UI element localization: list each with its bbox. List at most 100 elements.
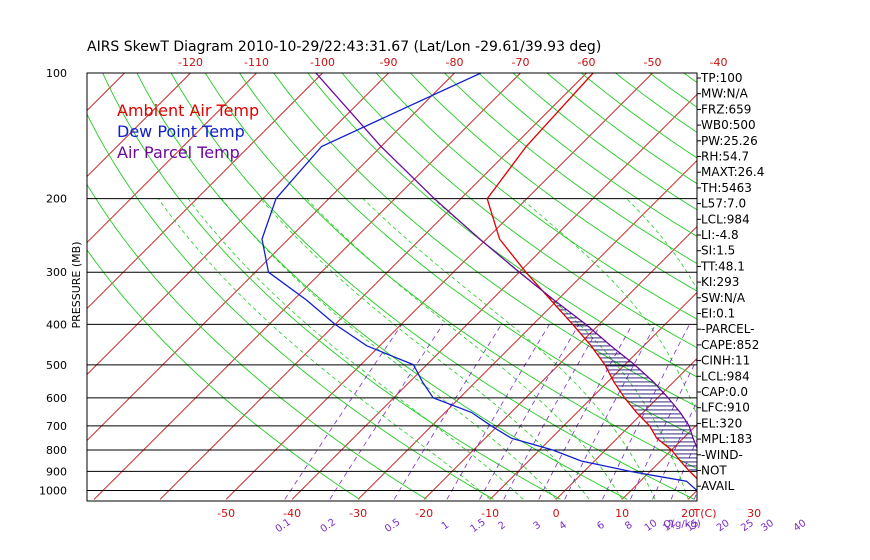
moist-adiabat-line: [221, 198, 557, 500]
mixing-ratio-tick-label: 40: [792, 518, 809, 534]
mixing-ratio-line: [538, 324, 633, 500]
pressure-tick-label: 600: [46, 392, 67, 405]
sidebar-value: -WIND-: [701, 448, 743, 462]
series-line: [261, 73, 697, 491]
dry-adiabat-line: [786, 73, 870, 499]
sidebar-value: WB0:500: [701, 118, 756, 132]
y-axis-label: PRESSURE (MB): [70, 242, 83, 329]
mixing-ratio-line: [630, 358, 697, 500]
sidebar-value: CAP:0.0: [701, 385, 748, 399]
bottom-temp-tick-label: -10: [481, 507, 499, 520]
sidebar-value: CINH:11: [701, 354, 750, 368]
pressure-tick-label: 500: [46, 359, 67, 372]
pressure-tick-label: 800: [46, 444, 67, 457]
mixing-ratio-tick-label: 0.5: [383, 517, 402, 535]
bottom-temp-unit-label: T(C): [693, 507, 717, 520]
isotherm-line: [87, 73, 125, 112]
sidebar-value: PW:25.26: [701, 134, 758, 148]
moist-adiabat-line: [362, 198, 656, 500]
mixing-ratio-line: [802, 324, 867, 499]
dry-adiabat-line: [752, 73, 870, 499]
legend-item: Ambient Air Temp: [117, 101, 259, 120]
pressure-tick-label: 200: [46, 193, 67, 206]
bottom-temp-tick-label: 20: [681, 507, 695, 520]
mixing-ratio-tick-label: 25: [739, 518, 756, 534]
sidebar-value: TT:48.1: [700, 259, 745, 273]
mixing-ratio-tick-label: 10: [643, 518, 660, 534]
dry-adiabat-line: [87, 183, 427, 500]
sidebar-value: EL:320: [701, 416, 742, 430]
chart-title: AIRS SkewT Diagram 2010-10-29/22:43:31.6…: [87, 39, 601, 55]
sidebar-value: MW:N/A: [701, 87, 749, 101]
mixing-ratio-line: [652, 400, 697, 500]
sidebar-value: -PARCEL-: [701, 322, 755, 336]
sidebar-value: SI:1.5: [701, 244, 735, 258]
dry-adiabat-line: [87, 249, 360, 500]
pressure-tick-label: 700: [46, 420, 67, 433]
mixing-ratio-line: [479, 324, 580, 500]
sidebar-value: KI:293: [701, 275, 739, 289]
pressure-tick-label: 100: [46, 67, 67, 80]
isotherm-line: [489, 291, 697, 500]
dry-adiabat-line: [170, 73, 695, 500]
isotherm-line: [0, 73, 59, 499]
plot-frame: [86, 72, 698, 502]
dry-adiabat-line: [273, 73, 697, 408]
sidebar-value: L57:7.0: [701, 197, 746, 211]
isotherm-line: [87, 73, 191, 178]
isotherm-line: [93, 73, 521, 500]
bottom-temp-tick-label: 10: [615, 507, 629, 520]
isotherm-line: [357, 159, 697, 500]
mixing-ratio-tick-label: 0.2: [319, 517, 338, 535]
moist-adiabat-line: [306, 198, 623, 500]
sidebar-value: LCL:984: [701, 212, 750, 226]
pressure-tick-label: 1000: [39, 485, 67, 498]
mixing-ratio-line: [284, 324, 403, 500]
sidebar-value: NOT: [701, 464, 727, 478]
mixing-ratio-line: [446, 324, 550, 500]
dry-adiabat-line: [341, 73, 697, 349]
mixing-ratio-unit-label: Q(g/kg): [663, 519, 701, 530]
isotherm-line: [621, 423, 697, 500]
dry-adiabat-line: [649, 73, 697, 108]
moist-adiabat-line: [812, 199, 821, 500]
legend-item: Dew Point Temp: [117, 122, 245, 141]
dry-adiabat-line: [375, 73, 697, 320]
isotherm-line: [87, 73, 455, 442]
sidebar-value: LCL:984: [701, 369, 750, 383]
dry-adiabat-line: [546, 73, 697, 185]
isotherm-line: [754, 73, 870, 499]
bottom-temp-tick-label: -30: [349, 507, 367, 520]
top-temp-tick-label: -60: [578, 56, 596, 69]
mixing-ratio-tick-label: 20: [715, 518, 732, 534]
mixing-ratio-line: [564, 324, 656, 500]
pressure-tick-label: 400: [46, 318, 67, 331]
sidebar-value: AVAIL: [701, 479, 735, 493]
sidebar-value: TP:100: [700, 71, 743, 85]
mixing-ratio-line: [329, 324, 444, 500]
bottom-temp-tick-label: -20: [415, 507, 433, 520]
mixing-ratio-line: [769, 324, 838, 499]
sidebar-value: LFC:910: [701, 401, 750, 415]
pressure-tick-label: 900: [46, 465, 67, 478]
sidebar-value: MAXT:26.4: [701, 165, 764, 179]
bottom-temp-tick-label: -40: [283, 507, 301, 520]
dry-adiabat-line: [307, 73, 697, 378]
isotherm-line: [87, 73, 323, 310]
sidebar-value: RH:54.7: [701, 150, 749, 164]
top-temp-tick-label: -120: [178, 56, 203, 69]
sidebar-value: LI:-4.8: [701, 228, 739, 242]
dry-adiabat-line: [581, 73, 697, 159]
dry-adiabat-line: [136, 73, 628, 500]
bottom-temp-tick-label: 0: [553, 507, 560, 520]
bottom-temp-tick-label: 30: [747, 507, 761, 520]
mixing-ratio-tick-label: 30: [759, 518, 776, 534]
mixing-ratio-tick-label: 3: [532, 520, 544, 533]
isotherm-line: [291, 93, 697, 500]
legend-item: Air Parcel Temp: [117, 143, 240, 162]
series-line: [315, 73, 697, 450]
top-temp-tick-label: -100: [310, 56, 335, 69]
mixing-ratio-tick-label: 2: [496, 520, 508, 533]
mixing-ratio-tick-label: 8: [623, 520, 635, 533]
